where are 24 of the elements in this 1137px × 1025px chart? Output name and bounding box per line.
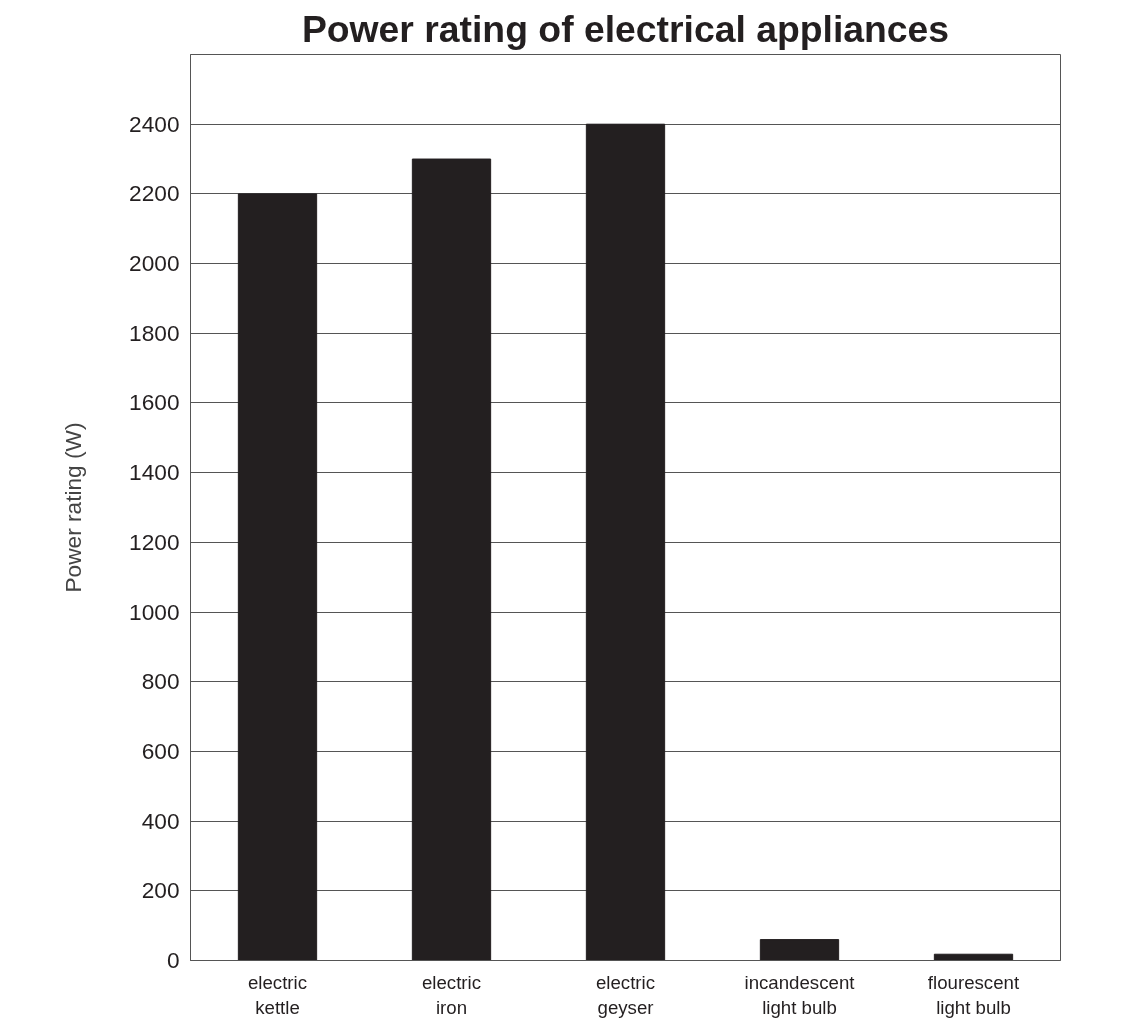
y-tick-label: 1200 bbox=[129, 528, 180, 555]
y-tick-label: 1800 bbox=[129, 319, 180, 346]
bar bbox=[237, 193, 318, 961]
y-tick-label: 1000 bbox=[129, 598, 180, 625]
y-tick-label: 600 bbox=[141, 737, 180, 764]
y-axis-title: Power rating (W) bbox=[60, 422, 87, 593]
y-tick-label: 2200 bbox=[129, 180, 180, 207]
y-tick-label: 1600 bbox=[129, 389, 180, 416]
y-tick-label: 200 bbox=[141, 877, 180, 904]
chart-title: Power rating of electrical appliances bbox=[301, 7, 950, 50]
y-tick-label: 800 bbox=[141, 668, 180, 695]
x-tick-label: electric iron bbox=[421, 971, 482, 1018]
bar bbox=[759, 939, 840, 961]
x-tick-label: electric geyser bbox=[595, 971, 656, 1018]
x-tick-label: incandescent light bulb bbox=[744, 971, 856, 1018]
y-tick-label: 2000 bbox=[129, 250, 180, 277]
x-tick-label: flourescent light bulb bbox=[927, 971, 1020, 1018]
bar bbox=[585, 123, 666, 961]
y-tick-label: 2400 bbox=[129, 110, 180, 137]
bar bbox=[411, 158, 492, 961]
y-tick-label: 1400 bbox=[129, 459, 180, 486]
y-tick-label: 0 bbox=[166, 947, 180, 973]
y-tick-label: 400 bbox=[141, 807, 180, 834]
x-tick-label: electric kettle bbox=[247, 971, 308, 1018]
